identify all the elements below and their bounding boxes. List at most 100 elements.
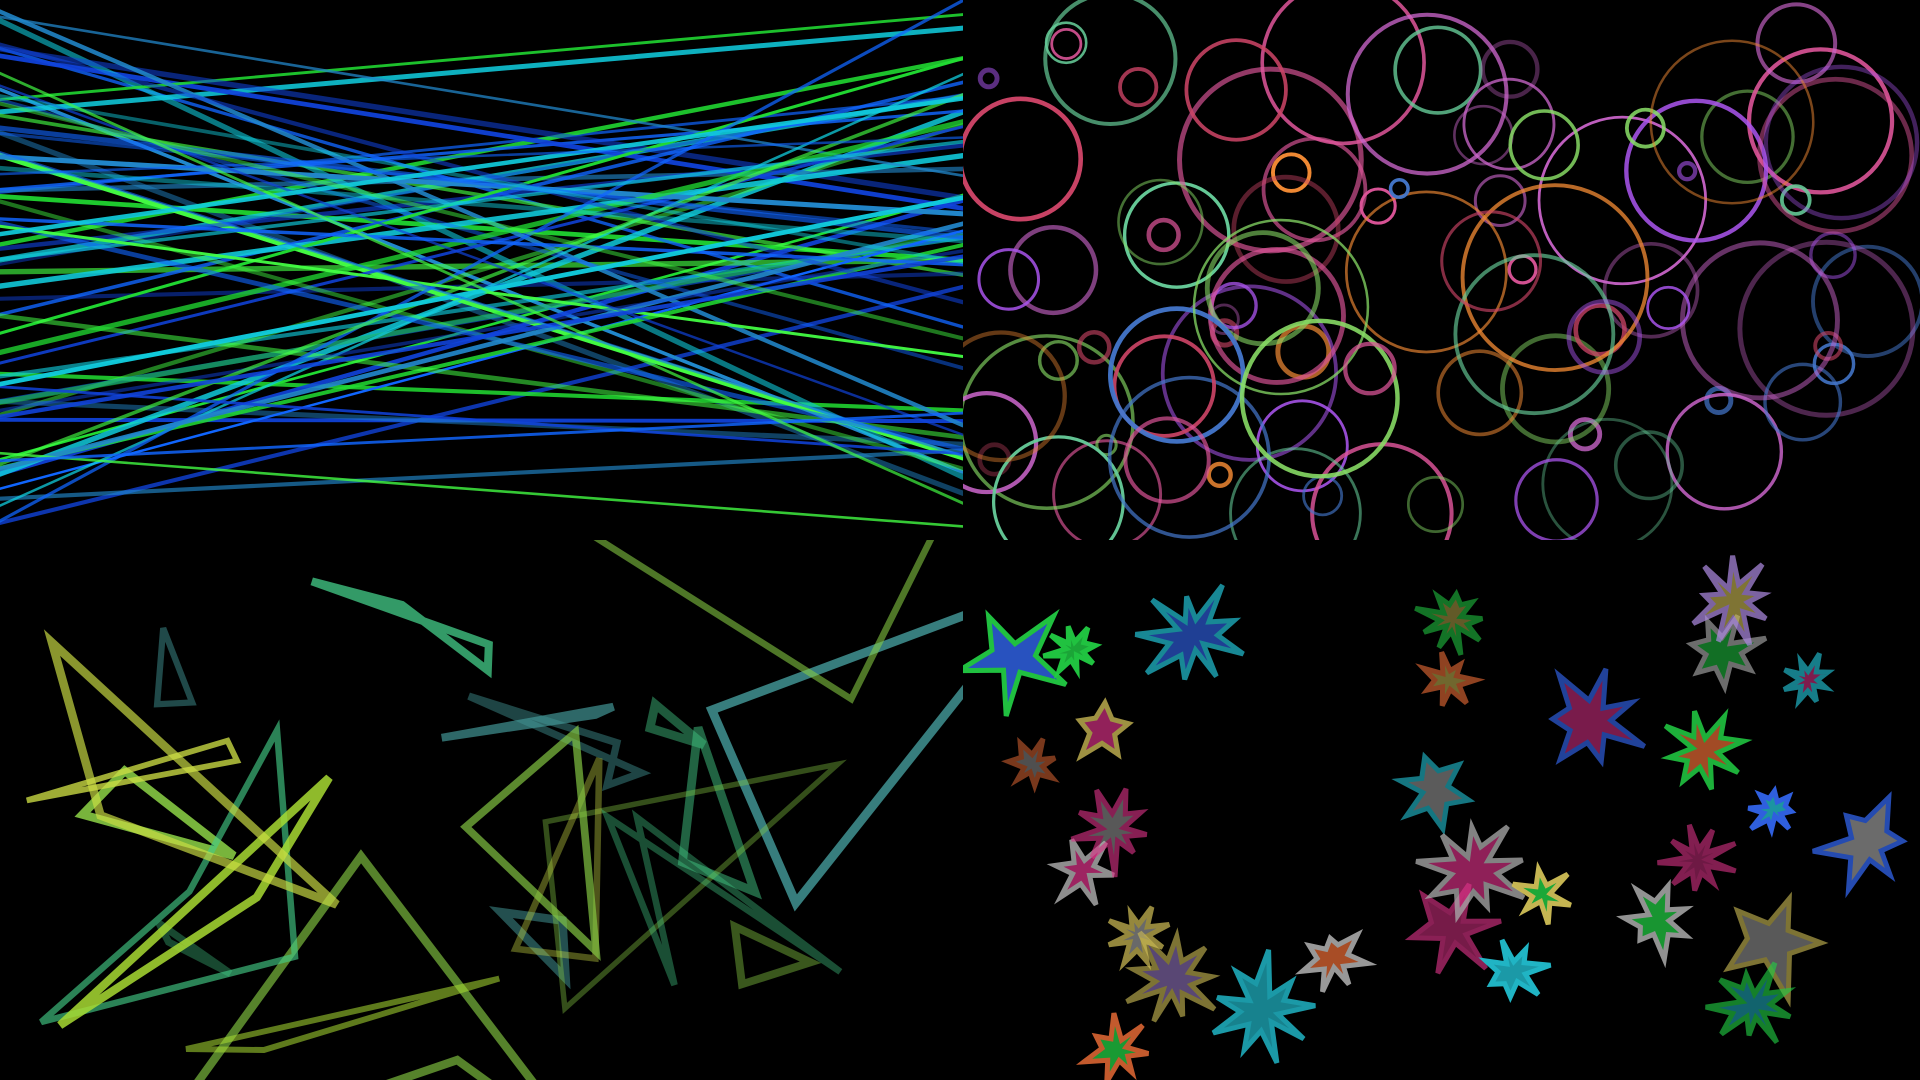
circle-outline: [977, 67, 1000, 90]
circle-outline: [1388, 178, 1410, 200]
circle-outline: [1763, 64, 1920, 221]
polygon-outline: [39, 719, 299, 1026]
star-shape: [1616, 878, 1694, 969]
polygon-outline: [593, 540, 935, 704]
circle-outline: [1602, 241, 1700, 339]
polygon-outline: [441, 702, 615, 742]
circle-outline: [1613, 430, 1684, 501]
star-shape: [1691, 555, 1772, 647]
circle-outline: [1453, 253, 1616, 416]
circle-outline: [1108, 306, 1246, 444]
circle-outline: [1624, 107, 1666, 149]
star-shape: [1294, 928, 1378, 993]
circle-outline: [1746, 47, 1895, 195]
circle-outline: [963, 330, 1067, 463]
polygon-outline: [489, 906, 571, 990]
circle-outline: [1359, 187, 1397, 225]
star-shape: [1124, 927, 1221, 1023]
circle-outline: [1436, 349, 1524, 437]
circle-outline: [1393, 25, 1483, 115]
circle-outline: [1095, 433, 1118, 457]
lines-panel: [0, 0, 963, 540]
line-stroke: [0, 136, 963, 176]
circle-outline: [1302, 475, 1344, 517]
polygon-outline: [194, 849, 537, 1080]
circle-outline: [1624, 98, 1769, 243]
circle-outline: [1508, 109, 1580, 181]
star-shape: [1391, 751, 1476, 836]
circle-outline: [1665, 392, 1784, 511]
circle-outline: [1646, 285, 1691, 331]
star-shape: [1414, 588, 1484, 656]
line-stroke: [0, 398, 963, 447]
circle-outline: [1260, 0, 1426, 146]
circle-outline: [1275, 323, 1332, 380]
line-stroke: [0, 154, 963, 217]
line-stroke: [0, 56, 963, 335]
circle-outline: [1050, 27, 1083, 60]
star-shape: [1812, 791, 1908, 899]
circle-outline: [1107, 375, 1271, 539]
star-shape: [1075, 697, 1134, 762]
line-stroke: [0, 451, 963, 528]
line-stroke: [0, 152, 963, 289]
line-stroke: [0, 448, 963, 501]
line-stroke: [0, 53, 963, 211]
polygon-outline: [644, 696, 707, 749]
circle-outline: [1460, 183, 1650, 373]
line-stroke: [0, 96, 963, 237]
star-shape: [1660, 708, 1753, 791]
line-stroke: [0, 109, 963, 191]
polygon-outline: [310, 577, 493, 679]
circle-outline: [1567, 417, 1603, 452]
circle-outline: [1406, 475, 1465, 533]
circle-outline: [1076, 329, 1112, 365]
circle-outline: [977, 248, 1041, 311]
line-stroke: [0, 152, 963, 461]
star-shape: [963, 608, 1068, 717]
line-stroke: [0, 139, 963, 262]
line-stroke: [0, 15, 963, 177]
circle-outline: [1813, 331, 1844, 361]
star-shape: [1657, 823, 1737, 892]
circle-outline: [1207, 246, 1346, 385]
circle-outline: [1755, 2, 1838, 85]
circle-outline: [1473, 174, 1527, 228]
line-stroke: [0, 93, 963, 467]
circle-outline: [1763, 362, 1843, 442]
line-stroke: [0, 0, 963, 523]
polygon-outline: [460, 724, 601, 961]
star-shape: [1211, 949, 1316, 1064]
circle-outline: [963, 391, 1039, 495]
circle-outline: [1343, 341, 1397, 396]
circle-outline: [1462, 77, 1556, 171]
star-shape: [1747, 785, 1797, 838]
circle-outline: [1118, 66, 1159, 108]
stars-panel: [963, 540, 1920, 1080]
circle-outline: [1310, 442, 1454, 540]
polygon-outline: [467, 692, 652, 792]
circle-outline: [1344, 190, 1508, 354]
circle-outline: [1345, 12, 1509, 176]
circle-outline: [1231, 174, 1341, 284]
circles-panel: [963, 0, 1920, 540]
polygon-outline: [153, 626, 197, 708]
circles-canvas: [963, 0, 1920, 540]
circle-outline: [1239, 318, 1400, 479]
line-stroke: [0, 221, 963, 472]
polygon-outline: [600, 808, 843, 987]
circle-outline: [1052, 439, 1163, 540]
line-stroke: [0, 94, 963, 265]
line-stroke: [0, 229, 963, 490]
circle-outline: [1480, 39, 1540, 99]
line-stroke: [0, 195, 963, 387]
line-stroke: [0, 249, 963, 413]
line-stroke: [0, 230, 963, 406]
circle-outline: [1117, 178, 1204, 266]
circle-outline: [1541, 417, 1674, 540]
circle-outline: [1700, 89, 1795, 185]
polygons-panel: [0, 540, 963, 1080]
polygon-outline: [25, 737, 242, 804]
circle-outline: [1229, 447, 1362, 540]
line-stroke: [0, 71, 963, 505]
